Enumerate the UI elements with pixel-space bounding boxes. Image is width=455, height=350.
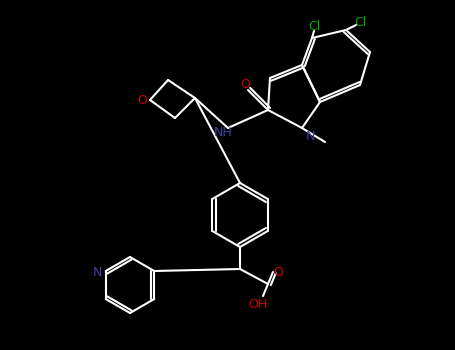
Text: N: N xyxy=(93,266,102,280)
Text: Cl: Cl xyxy=(354,15,366,28)
Text: OH: OH xyxy=(248,298,268,310)
Text: O: O xyxy=(240,77,250,91)
Text: O: O xyxy=(273,266,283,279)
Text: N: N xyxy=(305,130,315,142)
Text: O: O xyxy=(137,93,147,106)
Text: Cl: Cl xyxy=(308,20,320,33)
Text: NH: NH xyxy=(214,126,233,140)
